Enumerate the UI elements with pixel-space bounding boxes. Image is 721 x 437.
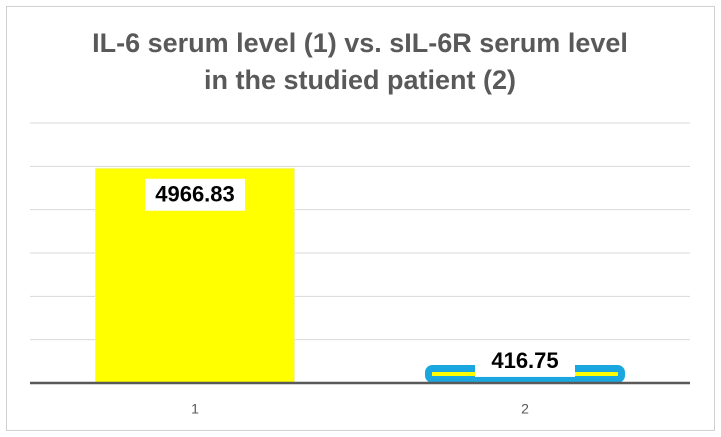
x-tick-label: 2: [521, 401, 529, 417]
data-label-box: [145, 178, 245, 211]
x-tick-label: 1: [191, 401, 199, 417]
data-label-box: [475, 344, 575, 377]
chart-title: in the studied patient (2): [204, 65, 516, 95]
data-label: 416.75: [491, 348, 558, 373]
data-label: 4966.83: [155, 182, 235, 207]
chart-title: IL-6 serum level (1) vs. sIL-6R serum le…: [92, 28, 628, 58]
